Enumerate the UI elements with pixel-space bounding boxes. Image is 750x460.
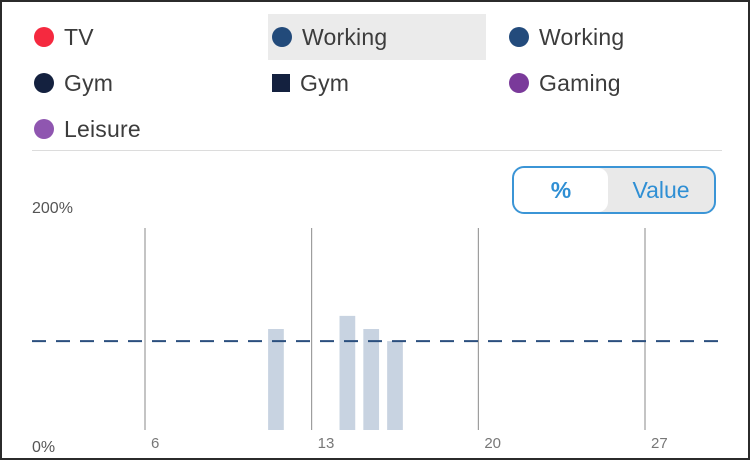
legend-circle-marker-icon	[34, 119, 54, 139]
legend-label: Gym	[64, 69, 114, 96]
legend: TV Working Working Gym Gym Gaming Leisure	[2, 2, 748, 150]
legend-label: Gaming	[539, 69, 621, 96]
bar	[387, 341, 403, 430]
legend-item-working-1[interactable]: Working	[268, 14, 486, 60]
toggle-option-value[interactable]: Value	[632, 176, 690, 203]
legend-circle-marker-icon	[509, 73, 529, 93]
legend-square-marker-icon	[272, 74, 290, 92]
legend-item-gym-3[interactable]: Gym	[30, 60, 266, 106]
bar	[268, 329, 284, 430]
legend-divider	[32, 150, 722, 151]
y-tick-label-bottom: 0%	[32, 439, 55, 456]
legend-circle-marker-icon	[34, 73, 54, 93]
legend-label: Gym	[300, 69, 350, 96]
legend-label: Working	[302, 23, 388, 50]
y-tick-label-top: 200%	[32, 200, 73, 217]
x-tick-label: 13	[318, 435, 335, 452]
percent-value-toggle[interactable]: % Value	[512, 166, 716, 214]
legend-item-gaming-5[interactable]: Gaming	[505, 60, 741, 106]
legend-circle-marker-icon	[509, 27, 529, 47]
toggle-option-percent[interactable]: %	[514, 168, 608, 212]
legend-circle-marker-icon	[272, 27, 292, 47]
legend-item-gym-4[interactable]: Gym	[268, 60, 486, 106]
legend-circle-marker-icon	[34, 27, 54, 47]
legend-item-leisure-6[interactable]: Leisure	[30, 106, 266, 152]
legend-item-working-2[interactable]: Working	[505, 14, 741, 60]
legend-label: TV	[64, 23, 94, 50]
legend-label: Working	[539, 23, 625, 50]
x-tick-label: 6	[151, 435, 159, 452]
x-tick-label: 20	[484, 435, 501, 452]
x-tick-label: 27	[651, 435, 668, 452]
bar	[339, 315, 356, 430]
bar	[363, 329, 380, 430]
legend-item-tv-0[interactable]: TV	[30, 14, 266, 60]
legend-label: Leisure	[64, 115, 141, 142]
